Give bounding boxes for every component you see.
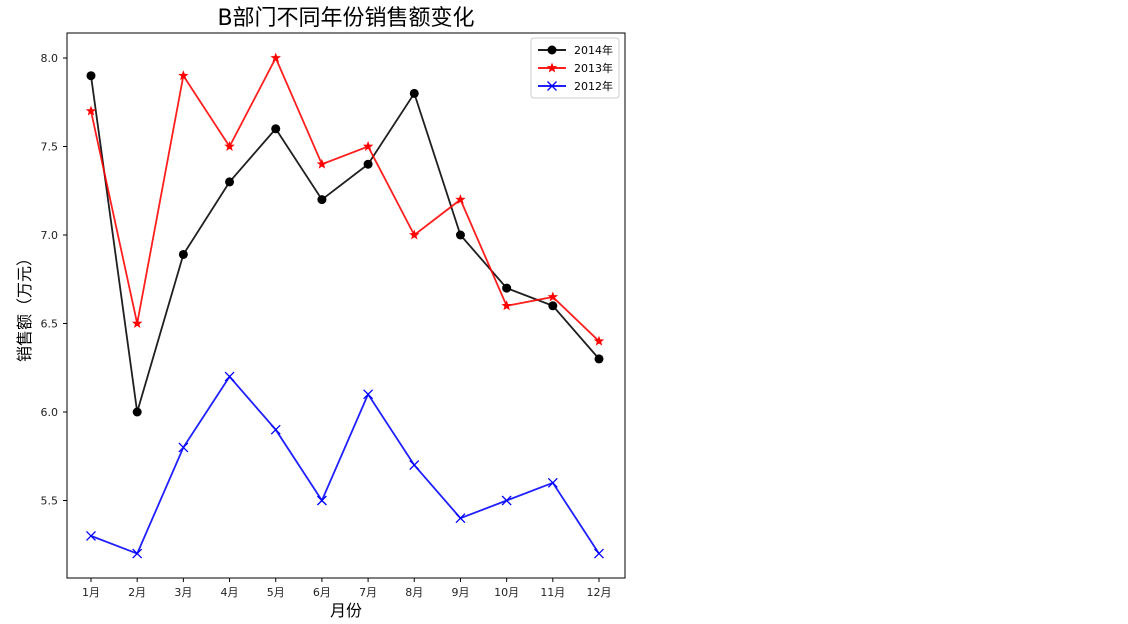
- x-axis-label: 月份: [330, 601, 362, 620]
- chart-title: B部门不同年份销售额变化: [217, 6, 474, 31]
- star-marker: [178, 70, 189, 81]
- x-marker: [316, 495, 327, 506]
- x-tick-label: 7月: [359, 586, 377, 599]
- legend-item: 2012年: [538, 79, 613, 93]
- x-marker: [501, 495, 512, 506]
- series-2014年: [86, 71, 604, 417]
- x-marker: [455, 513, 466, 524]
- x-tick-label: 3月: [174, 586, 192, 599]
- y-tick-label: 6.0: [41, 406, 59, 419]
- circle-marker: [132, 407, 142, 417]
- x-tick-label: 10月: [494, 586, 519, 599]
- star-marker: [362, 141, 374, 151]
- y-axis-label: 销售额（万元）: [15, 250, 34, 362]
- legend: 2014年 2013年 2012年: [530, 37, 620, 99]
- y-tick-label: 8.0: [41, 52, 59, 65]
- legend-item: 2013年: [538, 61, 613, 75]
- x-tick-label: 12月: [587, 586, 612, 599]
- legend-label: 2014年: [574, 43, 613, 57]
- star-marker: [547, 291, 559, 302]
- circle-marker: [317, 195, 327, 205]
- plot-area: [66, 32, 626, 579]
- y-axis: 5.5 6.0 6.5 7.0 7.5 8.0: [41, 52, 67, 508]
- star-marker: [501, 300, 512, 311]
- circle-marker: [547, 45, 557, 55]
- series-2013年: [85, 52, 605, 346]
- x-marker: [86, 530, 96, 541]
- x-tick-label: 6月: [313, 586, 331, 599]
- star-marker: [546, 62, 558, 73]
- circle-marker: [86, 71, 96, 81]
- legend-label: 2013年: [574, 61, 613, 75]
- circle-marker: [178, 249, 188, 259]
- series-line: [90, 75, 600, 413]
- star-marker: [131, 318, 143, 328]
- x-marker: [547, 81, 557, 91]
- x-marker: [594, 548, 604, 559]
- x-marker: [224, 371, 235, 382]
- x-marker: [132, 548, 143, 559]
- legend-item: 2014年: [538, 43, 613, 57]
- circle-marker: [455, 230, 465, 240]
- circle-marker: [502, 283, 512, 293]
- x-marker: [409, 460, 420, 471]
- star-marker: [455, 194, 466, 205]
- x-axis: 1月 2月 3月 4月 5月 6月 7月 8月 9月 10月 11月 12月: [82, 578, 612, 599]
- x-tick-label: 8月: [405, 586, 423, 599]
- x-tick-label: 11月: [540, 586, 565, 599]
- star-marker: [224, 141, 235, 151]
- series-line: [90, 375, 600, 555]
- star-marker: [270, 52, 281, 63]
- star-marker: [409, 229, 420, 240]
- x-marker: [270, 424, 281, 435]
- x-tick-label: 1月: [82, 586, 100, 599]
- circle-marker: [594, 354, 604, 364]
- circle-marker: [225, 177, 235, 187]
- series-2012年: [86, 371, 604, 559]
- star-marker: [593, 335, 605, 346]
- x-tick-label: 2月: [128, 586, 146, 599]
- x-marker: [363, 389, 374, 400]
- star-marker: [85, 105, 97, 116]
- legend-label: 2012年: [574, 79, 613, 93]
- circle-marker: [271, 124, 281, 134]
- x-tick-label: 4月: [221, 586, 239, 599]
- x-tick-label: 9月: [451, 586, 469, 599]
- y-tick-label: 5.5: [41, 495, 59, 508]
- circle-marker: [409, 88, 419, 98]
- x-marker: [178, 442, 189, 453]
- series-layer: [85, 52, 605, 559]
- series-line: [90, 55, 600, 342]
- circle-marker: [548, 301, 558, 311]
- x-marker: [547, 477, 558, 488]
- y-tick-label: 6.5: [41, 318, 59, 331]
- x-tick-label: 5月: [267, 586, 285, 599]
- circle-marker: [363, 159, 373, 169]
- y-tick-label: 7.5: [41, 141, 59, 154]
- star-marker: [316, 158, 328, 169]
- y-tick-label: 7.0: [41, 229, 59, 242]
